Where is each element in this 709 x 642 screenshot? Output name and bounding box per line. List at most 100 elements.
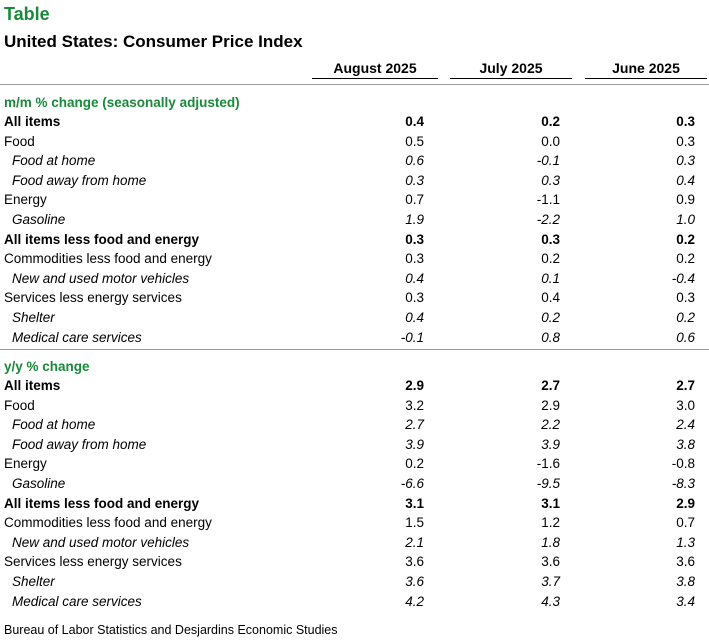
row-label: Food away from home: [12, 172, 147, 188]
cell-value: 3.9: [541, 436, 560, 452]
cell-value: 2.9: [541, 397, 560, 413]
table-row: Commodities less food and energy 0.3 0.2 0.…: [0, 250, 709, 270]
cell-value: -6.6: [400, 476, 424, 491]
table-row: Commodities less food and energy 1.5 1.2 0.…: [0, 514, 709, 534]
cell-value: 0.3: [405, 251, 424, 267]
cell-value: 3.1: [405, 495, 424, 511]
row-label: New and used motor vehicles: [12, 534, 190, 550]
table-row: New and used motor vehicles 0.4 0.1 -0.4: [0, 270, 709, 290]
cell-value: -0.4: [671, 270, 695, 286]
row-label: Food at home: [12, 417, 96, 433]
cell-value: 0.4: [541, 290, 560, 306]
cell-value: 0.2: [405, 456, 424, 472]
cell-value: -8.3: [671, 476, 695, 491]
cell-value: 3.8: [676, 574, 695, 589]
cell-value: -0.8: [671, 456, 695, 472]
table-row: All items less food and energy 3.1 3.1 2.9: [0, 495, 709, 515]
cell-value: 0.3: [405, 290, 424, 306]
cell-value: 0.4: [405, 310, 424, 325]
cell-value: 1.9: [405, 212, 424, 227]
cell-value: 3.6: [405, 554, 424, 570]
cell-value: 0.3: [405, 172, 424, 188]
cell-value: 0.2: [541, 114, 560, 129]
table-row: Food away from home 0.3 0.3 0.4: [0, 172, 709, 192]
cell-value: -0.1: [400, 329, 424, 345]
cell-value: 0.2: [541, 310, 560, 325]
column-header-august-2025: August 2025: [312, 60, 438, 79]
row-label: Food away from home: [12, 436, 147, 452]
table-label: Table: [4, 4, 50, 24]
cell-value: 3.9: [405, 436, 424, 452]
table-row: All items 2.9 2.7 2.7: [0, 377, 709, 397]
cell-value: 0.7: [405, 192, 424, 208]
table-row: Food at home 0.6 -0.1 0.3: [0, 152, 709, 172]
cell-value: 3.2: [405, 397, 424, 413]
section-title-yy: y/y % change: [4, 359, 90, 374]
row-label: Shelter: [12, 310, 55, 325]
cell-value: 0.3: [676, 153, 695, 169]
table-row: Medical care services 4.2 4.3 3.4: [0, 593, 709, 613]
table-row: New and used motor vehicles 2.1 1.8 1.3: [0, 534, 709, 554]
cell-value: 3.6: [541, 554, 560, 570]
cell-value: 2.7: [541, 378, 560, 393]
cell-value: 4.3: [541, 593, 560, 609]
column-header-june-2025: June 2025: [585, 60, 707, 79]
row-label: All items less food and energy: [4, 231, 200, 247]
row-label: Energy: [4, 456, 47, 472]
table-row: Food 3.2 2.9 3.0: [0, 397, 709, 417]
cell-value: 1.8: [541, 534, 560, 550]
cell-value: 0.3: [541, 172, 560, 188]
cell-value: 0.3: [676, 114, 695, 129]
cell-value: 2.1: [405, 534, 424, 550]
cell-value: 4.2: [405, 593, 424, 609]
cell-value: 2.7: [405, 417, 424, 433]
table-row: Food away from home 3.9 3.9 3.8: [0, 436, 709, 456]
table-row: Gasoline -6.6 -9.5 -8.3: [0, 475, 709, 495]
row-label: New and used motor vehicles: [12, 270, 190, 286]
table-row: Services less energy services 0.3 0.4 0.3: [0, 289, 709, 309]
row-label: Services less energy services: [4, 554, 182, 570]
source-note: Bureau of Labor Statistics and Desjardin…: [4, 623, 338, 637]
column-header-july-2025: July 2025: [450, 60, 572, 79]
cell-value: -1.6: [536, 456, 560, 472]
cell-value: 0.9: [676, 192, 695, 208]
cell-value: -2.2: [536, 212, 560, 227]
row-label: All items less food and energy: [4, 495, 200, 511]
row-label: Food: [4, 397, 35, 413]
cell-value: 1.5: [405, 515, 424, 531]
row-label: Commodities less food and energy: [4, 251, 212, 267]
cell-value: 0.2: [676, 231, 695, 247]
cell-value: 0.7: [676, 515, 695, 531]
cell-value: 3.1: [541, 495, 560, 511]
row-label: Energy: [4, 192, 47, 208]
section-separator: [0, 84, 709, 85]
row-label: Food: [4, 133, 35, 149]
table-row: Shelter 3.6 3.7 3.8: [0, 573, 709, 593]
table-row: Food at home 2.7 2.2 2.4: [0, 416, 709, 436]
cell-value: 2.2: [541, 417, 560, 433]
cell-value: 1.2: [541, 515, 560, 531]
cell-value: 0.4: [405, 270, 424, 286]
row-label: Gasoline: [12, 476, 66, 491]
cell-value: 2.9: [405, 378, 424, 393]
cell-value: 3.6: [676, 554, 695, 570]
cell-value: 0.2: [676, 251, 695, 267]
cell-value: -9.5: [536, 476, 560, 491]
row-label: Services less energy services: [4, 290, 182, 306]
cell-value: 0.6: [676, 329, 695, 345]
cell-value: 2.7: [676, 378, 695, 393]
cell-value: 3.8: [676, 436, 695, 452]
cell-value: 0.2: [541, 251, 560, 267]
cell-value: 3.0: [676, 397, 695, 413]
cell-value: 3.7: [541, 574, 560, 589]
cell-value: -1.1: [536, 192, 560, 208]
table-row: Services less energy services 3.6 3.6 3.6: [0, 553, 709, 573]
cell-value: 3.6: [405, 574, 424, 589]
cell-value: 0.8: [541, 329, 560, 345]
cell-value: 0.3: [676, 290, 695, 306]
table-row: Gasoline 1.9 -2.2 1.0: [0, 211, 709, 231]
section-title-mm: m/m % change (seasonally adjusted): [4, 95, 240, 110]
cell-value: 0.4: [405, 114, 424, 129]
cell-value: 0.6: [405, 153, 424, 169]
cell-value: 0.4: [676, 172, 695, 188]
